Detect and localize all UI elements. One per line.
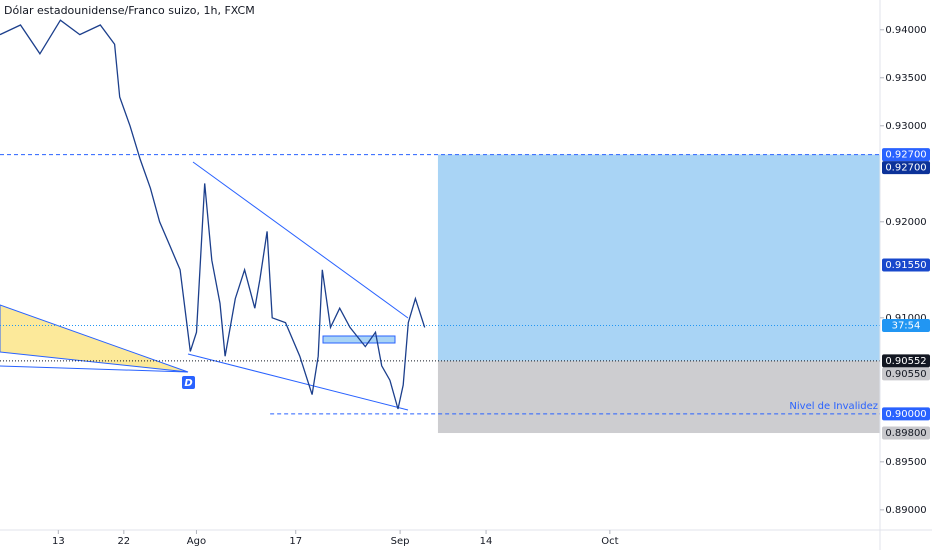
target-zone xyxy=(437,154,880,361)
stop-zone xyxy=(437,360,880,434)
x-tick-label: Sep xyxy=(391,536,410,547)
annotation: Nivel de Invalidez xyxy=(789,401,878,412)
price-label: 0.90550 xyxy=(885,369,926,380)
y-tick-label: 0.89000 xyxy=(885,505,926,516)
price-label: 0.91550 xyxy=(885,260,926,271)
y-tick-label: 0.91000 xyxy=(885,313,926,324)
pattern-label: D xyxy=(184,378,192,389)
y-tick-label: 0.93000 xyxy=(885,121,926,132)
price-label-bg xyxy=(882,367,930,381)
price-label-bg xyxy=(882,148,930,162)
x-tick-label: 14 xyxy=(480,536,493,547)
price-label-bg xyxy=(882,161,930,175)
x-tick-label: Oct xyxy=(601,536,618,547)
x-tick-label: Ago xyxy=(187,536,206,547)
price-label: 0.92700 xyxy=(885,150,926,161)
price-label: 0.90552 xyxy=(885,356,926,367)
price-label: 0.92700 xyxy=(885,163,926,174)
x-tick-label: 13 xyxy=(52,536,65,547)
wedge-upper xyxy=(192,161,409,319)
price-label: 0.89800 xyxy=(885,428,926,439)
price-label-bg xyxy=(882,426,930,440)
y-tick-label: 0.92000 xyxy=(885,217,926,228)
triangle-edge xyxy=(0,365,189,373)
price-label-bg xyxy=(882,258,930,272)
y-tick-label: 0.93500 xyxy=(885,73,926,84)
chart-title: Dólar estadounidense/Franco suizo, 1h, F… xyxy=(4,4,255,17)
price-label-bg xyxy=(882,354,930,368)
price-label-bg xyxy=(882,318,930,332)
pattern-marker xyxy=(182,376,195,389)
x-tick-label: 22 xyxy=(117,536,130,547)
x-tick-label: 17 xyxy=(289,536,302,547)
price-label: 0.90000 xyxy=(885,409,926,420)
price-line xyxy=(0,19,426,410)
price-label: 37:54 xyxy=(892,320,921,331)
triangle-drawing xyxy=(0,304,189,373)
price-label-bg xyxy=(882,407,930,421)
y-tick-label: 0.89500 xyxy=(885,457,926,468)
y-tick-label: 0.94000 xyxy=(885,25,926,36)
wedge-lower xyxy=(187,353,409,411)
